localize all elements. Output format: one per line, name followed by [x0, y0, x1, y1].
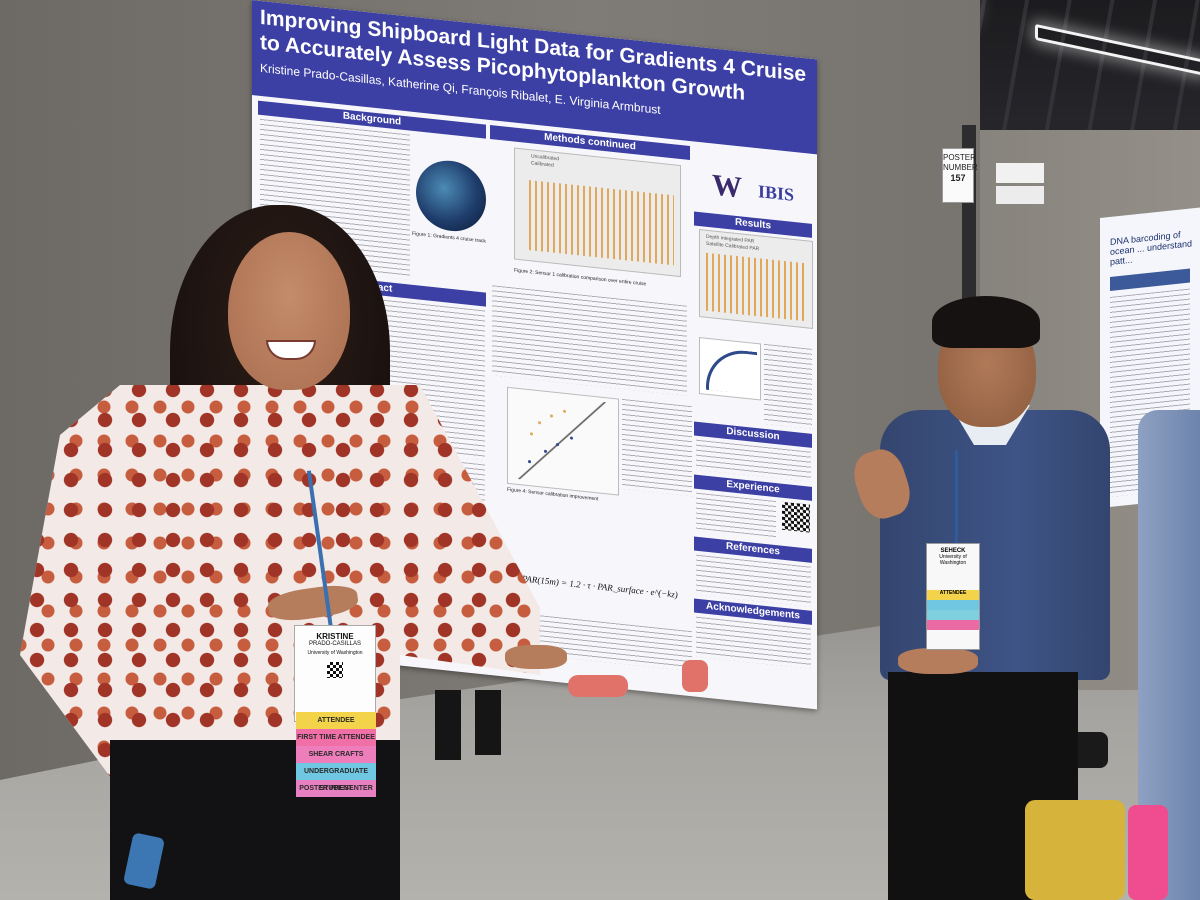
presenter-hair — [932, 296, 1040, 348]
calibrated-point — [570, 436, 573, 440]
depth-integrated-chart: Depth integrated PAR Satellite Calibrate… — [699, 228, 813, 329]
name-badge: KRISTINE PRADO-CASILLAS University of Wa… — [294, 625, 376, 722]
qr-code — [782, 501, 810, 533]
badge-org: University of Washington — [939, 554, 967, 566]
chart-bars — [529, 180, 674, 266]
scatter-plot — [507, 386, 619, 496]
experience-text — [696, 492, 776, 538]
water-bottle — [1128, 805, 1168, 900]
badge-first-name: SEHECK — [940, 548, 966, 554]
visitor-shoe — [568, 675, 628, 697]
results-text-b — [764, 343, 812, 429]
ribbon: ATTENDEE — [296, 712, 376, 729]
profile-curve — [706, 346, 757, 396]
poster-number-value: 157 — [950, 173, 966, 183]
depth-equation: PAR(15m) = 1.2 · τ · PAR_surface · e^(−k… — [522, 573, 678, 600]
ribbon — [927, 620, 979, 630]
sensor-calibration-chart: Uncalibrated Calibrated — [514, 147, 681, 278]
neighbor-section — [1110, 268, 1190, 291]
tote-bag — [1025, 800, 1125, 900]
uncalibrated-point — [530, 432, 533, 436]
methods-continued-text — [492, 285, 687, 396]
uw-logo: W — [712, 168, 742, 205]
badge-first-name: KRISTINE — [316, 632, 354, 641]
calibrated-point — [556, 442, 559, 447]
ribbon: FIRST TIME ATTENDEE — [296, 729, 376, 746]
name-card — [996, 163, 1044, 183]
legend-calibrated: Calibrated — [531, 160, 554, 169]
badge-org: University of Washington — [307, 650, 363, 656]
results-text-a — [622, 398, 692, 497]
depth-profile-plot — [699, 336, 761, 401]
ribbon-stack: ATTENDEE FIRST TIME ATTENDEE SHEAR CRAFT… — [296, 712, 376, 797]
visitor-legs — [430, 690, 510, 770]
ribbon: UNDERGRADUATE STUDENT — [296, 763, 376, 792]
uncalibrated-point — [563, 409, 566, 414]
ribbon: POSTER PRESENTER — [296, 780, 376, 797]
ribbon — [927, 600, 979, 610]
visitor-shoe — [682, 660, 708, 692]
cruise-track-globe — [416, 157, 486, 235]
badge-qr — [327, 662, 343, 678]
references-text — [696, 554, 811, 607]
acknowledgements-text — [696, 616, 811, 669]
badge-last-name: PRADO-CASILLAS — [308, 641, 362, 647]
presenter-hand — [898, 648, 978, 674]
presenter-face — [228, 232, 350, 390]
name-card — [996, 186, 1044, 204]
calibrated-point — [528, 460, 531, 464]
presenter-hand — [505, 645, 567, 669]
figure1-caption: Figure 1: Gradients 4 cruise track — [412, 230, 486, 245]
lanyard — [955, 450, 958, 545]
calibrated-point — [544, 449, 547, 454]
chart-bars — [706, 252, 806, 322]
ribbon — [927, 610, 979, 620]
ribbon: ATTENDEE — [927, 590, 979, 600]
ribbon: SHEAR CRAFTS — [296, 746, 376, 763]
poster-number-label: POSTER NUMBER — [943, 153, 978, 172]
uncalibrated-point — [550, 414, 553, 418]
uncalibrated-point — [538, 421, 541, 425]
blue-sweater — [880, 410, 1110, 680]
poster-number-card: POSTER NUMBER 157 — [942, 148, 978, 203]
name-badge: SEHECK University of Washington ATTENDEE — [926, 543, 980, 650]
identity-line — [512, 392, 612, 489]
neighbor-poster-title: DNA barcoding of ocean ... understand pa… — [1110, 229, 1193, 267]
ibis-logo: IBIS — [758, 181, 795, 205]
